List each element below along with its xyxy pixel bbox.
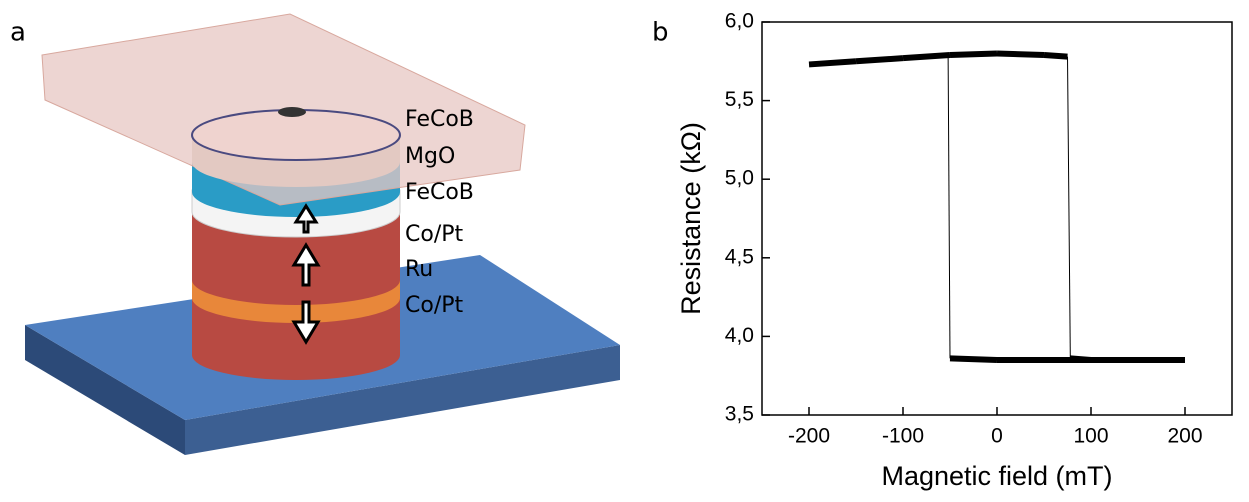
- layer-label: FeCoB: [405, 107, 474, 132]
- data-segment: [855, 55, 904, 65]
- panel-label: b: [652, 18, 669, 48]
- data-segment: [949, 355, 998, 363]
- layer-labels: FeCoB MgO FeCoB Co/Pt Ru Co/Pt: [405, 107, 474, 318]
- cylinder-top: [191, 109, 401, 161]
- data-segment: [808, 58, 857, 68]
- y-tick-label: 3,5: [725, 403, 754, 426]
- diagram: a FeCoB MgO FeCoB Co/Pt Ru Co/Pt: [10, 13, 620, 455]
- data-segment: [1043, 52, 1068, 60]
- data-segment: [947, 56, 951, 359]
- plot-frame: [761, 21, 1233, 416]
- arrow-down: [291, 300, 321, 345]
- layer-label: Ru: [405, 257, 433, 282]
- data-segment: [996, 50, 1045, 59]
- y-tick-label: 4,0: [725, 324, 754, 347]
- layer-label: Co/Pt: [405, 293, 464, 318]
- chart: b -200 -100 0 100 200 3,5 4,0 4,5 5,0 5,5 6,0 Magnet…: [652, 10, 1233, 491]
- panel-label: a: [10, 18, 26, 48]
- x-tick-label: 100: [1073, 425, 1108, 448]
- layer-label: MgO: [405, 144, 455, 169]
- data-segment: [1067, 56, 1071, 359]
- slab-front: [185, 345, 620, 455]
- y-tick-label: 5,5: [725, 88, 754, 111]
- layer-label: FeCoB: [405, 180, 474, 205]
- y-tick-label: 4,5: [725, 245, 754, 268]
- data-segment: [949, 50, 998, 59]
- x-tick-label: 200: [1167, 425, 1202, 448]
- arrow-up: [291, 242, 321, 287]
- x-tick-label: 0: [991, 425, 1003, 448]
- arrow-up: [293, 203, 319, 234]
- layer-label: Co/Pt: [405, 222, 464, 247]
- x-tick-label: -100: [882, 425, 924, 448]
- slab-side: [25, 325, 185, 455]
- data-segment: [902, 52, 951, 62]
- skyrmion: [278, 107, 306, 117]
- y-axis-label: Resistance (kΩ): [676, 122, 706, 315]
- y-tick-label: 6,0: [725, 10, 754, 33]
- y-tick-label: 5,0: [725, 167, 754, 190]
- x-axis-label: Magnetic field (mT): [881, 461, 1112, 491]
- x-tick-label: -200: [788, 425, 830, 448]
